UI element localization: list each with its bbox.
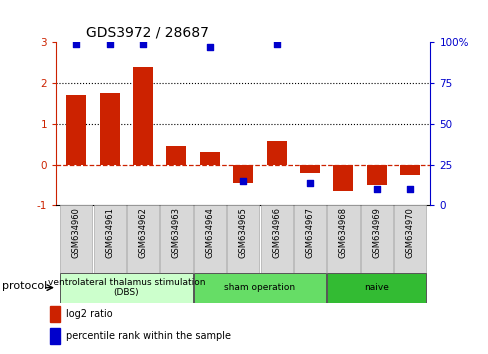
Text: sham operation: sham operation	[224, 283, 295, 292]
Text: GSM634962: GSM634962	[138, 207, 147, 258]
Point	[205, 45, 213, 50]
Text: protocol: protocol	[2, 281, 48, 291]
Bar	[333, 165, 353, 191]
Text: ventrolateral thalamus stimulation
(DBS): ventrolateral thalamus stimulation (DBS)	[47, 278, 204, 297]
Point	[139, 41, 147, 47]
Point	[372, 186, 380, 192]
Point	[406, 186, 413, 192]
Bar	[100, 93, 120, 165]
Bar	[300, 165, 320, 173]
Text: log2 ratio: log2 ratio	[65, 309, 112, 319]
Text: GSM634967: GSM634967	[305, 207, 314, 258]
Text: GSM634960: GSM634960	[72, 207, 81, 258]
Bar	[400, 165, 420, 175]
Bar	[60, 273, 192, 303]
Text: GSM634969: GSM634969	[372, 207, 381, 258]
Text: GSM634965: GSM634965	[238, 207, 247, 258]
Text: naive: naive	[364, 283, 388, 292]
Point	[105, 41, 113, 47]
Bar	[60, 205, 92, 273]
Bar	[293, 205, 325, 273]
Bar	[327, 273, 426, 303]
Bar	[133, 67, 153, 165]
Text: GSM634970: GSM634970	[405, 207, 414, 258]
Point	[305, 180, 313, 185]
Bar	[266, 141, 286, 165]
Bar	[50, 328, 60, 344]
Text: GSM634963: GSM634963	[172, 207, 181, 258]
Bar	[193, 205, 225, 273]
Text: GSM634964: GSM634964	[205, 207, 214, 258]
Bar	[50, 306, 60, 322]
Bar	[227, 205, 259, 273]
Bar	[360, 205, 392, 273]
Text: GDS3972 / 28687: GDS3972 / 28687	[86, 26, 208, 40]
Bar	[393, 205, 426, 273]
Bar	[260, 205, 292, 273]
Bar	[366, 165, 386, 185]
Bar	[193, 273, 325, 303]
Bar	[66, 96, 86, 165]
Point	[72, 41, 80, 47]
Bar	[233, 165, 253, 183]
Point	[239, 178, 246, 184]
Text: GSM634968: GSM634968	[338, 207, 347, 258]
Bar	[94, 205, 125, 273]
Bar	[127, 205, 159, 273]
Bar	[160, 205, 192, 273]
Bar	[327, 205, 359, 273]
Bar	[166, 146, 186, 165]
Text: percentile rank within the sample: percentile rank within the sample	[65, 331, 230, 341]
Text: GSM634966: GSM634966	[272, 207, 281, 258]
Point	[272, 41, 280, 47]
Text: GSM634961: GSM634961	[105, 207, 114, 258]
Bar	[200, 153, 220, 165]
